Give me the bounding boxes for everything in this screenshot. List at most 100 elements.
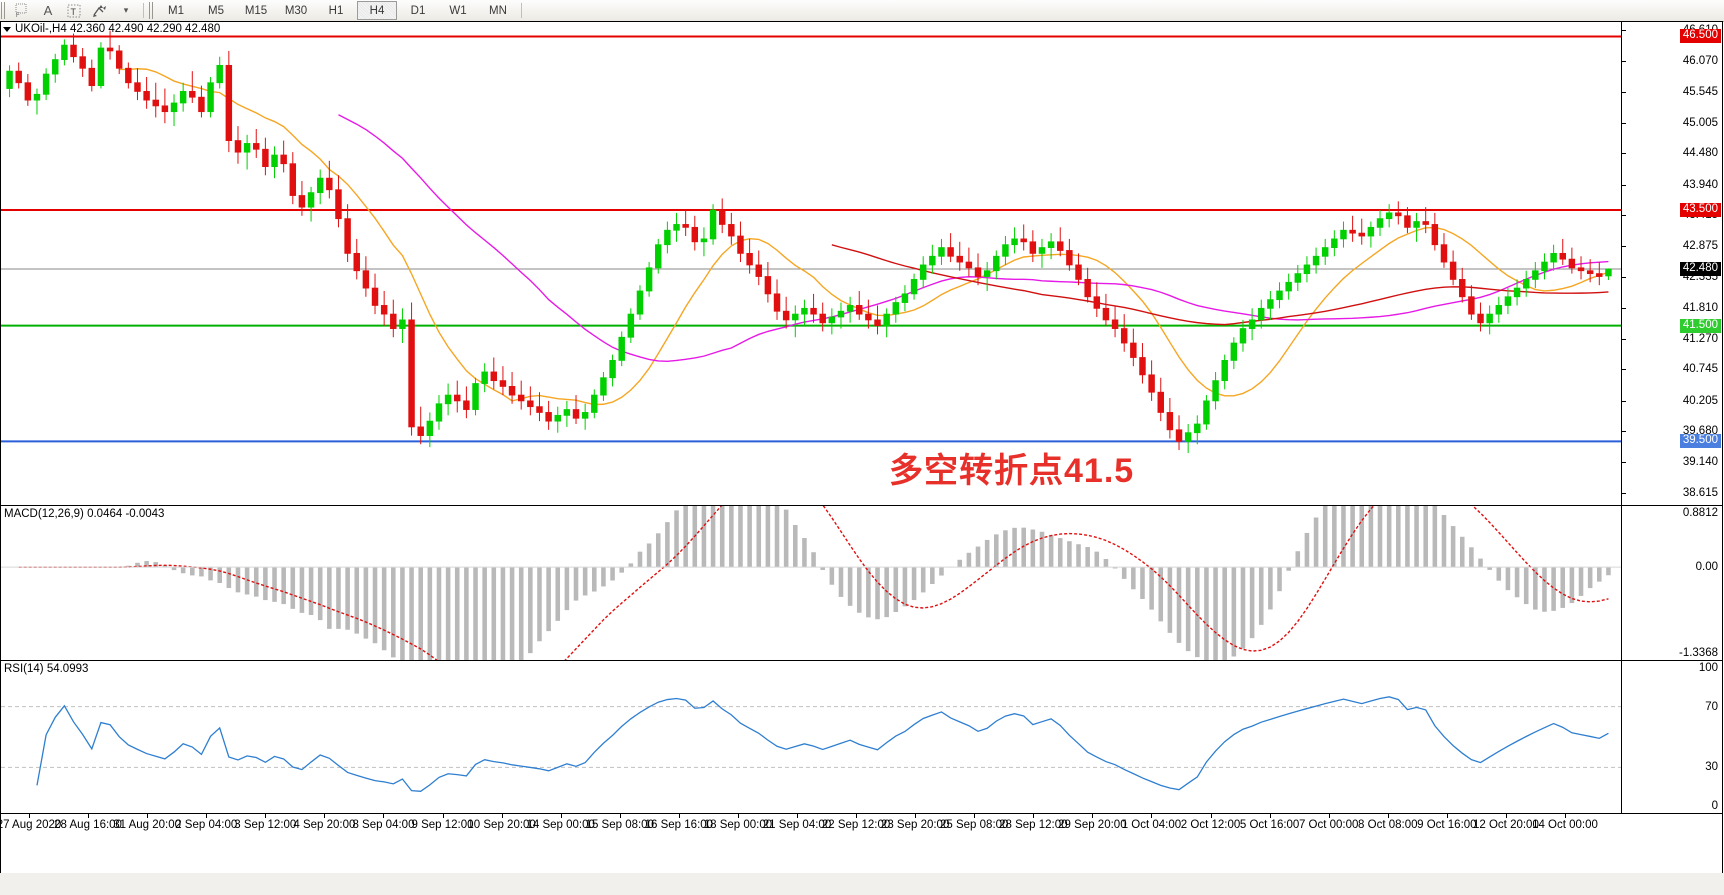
timeframe-m15[interactable]: M15 xyxy=(244,4,268,17)
floor-tag-39500[interactable]: 39.500 xyxy=(1679,434,1721,449)
macd-y-axis: 0.8812 0.00 -1.3368 xyxy=(1621,506,1722,660)
price-tick xyxy=(1622,91,1626,93)
date-axis-label: 10 Sep 20:00 xyxy=(467,819,536,831)
macd-axis-label: 0.00 xyxy=(1695,561,1718,574)
date-axis-label: 7 Oct 00:00 xyxy=(1298,819,1359,831)
date-axis-label: 5 Oct 16:00 xyxy=(1239,819,1300,831)
resistance-tag-43500[interactable]: 43.500 xyxy=(1679,202,1721,217)
chart-frame: 多空转折点41.5 46.61046.07045.54545.00544.480… xyxy=(0,21,1723,895)
symbol-info-bar: UKOil-,H4 42.360 42.490 42.290 42.480 xyxy=(3,23,220,35)
date-tick xyxy=(383,814,385,818)
date-axis-label: 8 Oct 08:00 xyxy=(1358,819,1418,831)
price-tick xyxy=(1622,462,1626,464)
toolbar-separator-2 xyxy=(521,3,522,18)
price-axis-label: 42.875 xyxy=(1682,240,1718,253)
date-axis-label: 9 Oct 16:00 xyxy=(1417,819,1477,831)
price-tick xyxy=(1622,30,1626,32)
price-y-axis[interactable]: 46.61046.07045.54545.00544.48043.94043.4… xyxy=(1621,22,1722,505)
rsi-y-axis: 100 70 30 0 xyxy=(1621,661,1722,813)
date-axis-label: 1 Oct 04:00 xyxy=(1121,819,1182,831)
date-axis-label: 21 Sep 04:00 xyxy=(762,819,832,831)
timeframe-w1[interactable]: W1 xyxy=(449,4,467,17)
macd-indicator-label: MACD(12,26,9) 0.0464 -0.0043 xyxy=(4,508,165,520)
date-axis-label: 28 Sep 12:00 xyxy=(999,819,1068,831)
date-tick xyxy=(678,814,680,818)
date-axis-label: 14 Oct 00:00 xyxy=(1532,819,1598,831)
price-tick xyxy=(1622,153,1626,155)
collapse-caret-icon[interactable] xyxy=(3,26,11,32)
price-axis-label: 39.680 xyxy=(1682,424,1718,437)
date-tick xyxy=(1446,814,1448,818)
toolbar-grip-2[interactable] xyxy=(149,2,155,19)
date-axis-label: 22 Sep 12:00 xyxy=(821,819,891,831)
timeframe-m1[interactable]: M1 xyxy=(168,4,184,17)
chevron-down-icon[interactable]: ▾ xyxy=(113,1,139,20)
price-axis-label: 40.205 xyxy=(1682,394,1718,407)
date-axis-label: 2 Sep 04:00 xyxy=(175,819,238,831)
price-tick xyxy=(1622,214,1626,216)
date-axis-label: 27 Aug 2020 xyxy=(0,819,62,831)
macd-plot-area[interactable] xyxy=(1,506,1621,660)
price-axis-label: 39.140 xyxy=(1682,456,1718,469)
price-tick xyxy=(1622,307,1626,309)
timeframe-h4[interactable]: H4 xyxy=(357,1,397,20)
svg-text:T: T xyxy=(71,7,77,17)
macd-axis-label: -1.3368 xyxy=(1678,647,1718,659)
date-tick xyxy=(324,814,326,818)
objects-icon[interactable] xyxy=(87,1,113,20)
support-tag-41500[interactable]: 41.500 xyxy=(1679,318,1721,333)
timeframe-d1[interactable]: D1 xyxy=(410,4,426,17)
text-label-icon[interactable]: T xyxy=(61,1,87,20)
price-plot-area[interactable]: 多空转折点41.5 xyxy=(1,22,1621,505)
date-tick xyxy=(1565,814,1566,818)
rsi-plot-area[interactable] xyxy=(1,661,1621,813)
price-axis-label: 38.615 xyxy=(1682,486,1718,499)
current-price-tag[interactable]: 42.480 xyxy=(1679,261,1721,276)
price-axis-label: 44.480 xyxy=(1682,147,1718,160)
date-axis-label: 31 Aug 20:00 xyxy=(113,819,182,831)
crosshair-icon[interactable]: F xyxy=(9,1,35,20)
toolbar-grip-1[interactable] xyxy=(1,2,7,19)
price-tick xyxy=(1622,430,1626,432)
price-tick xyxy=(1622,277,1626,279)
price-axis-label: 45.005 xyxy=(1682,116,1718,129)
macd-axis-label: 0.8812 xyxy=(1682,507,1718,519)
date-tick xyxy=(88,814,90,818)
date-axis-label: 2 Oct 12:00 xyxy=(1180,819,1241,831)
resistance-tag-46500[interactable]: 46.500 xyxy=(1679,29,1721,44)
date-tick xyxy=(1269,814,1271,818)
timeframe-h1[interactable]: H1 xyxy=(328,4,344,17)
timeframe-mn[interactable]: MN xyxy=(489,4,507,17)
date-tick xyxy=(265,814,267,818)
date-tick xyxy=(1210,814,1212,818)
rsi-indicator-label: RSI(14) 54.0993 xyxy=(4,663,89,675)
macd-pane[interactable]: 0.8812 0.00 -1.3368 MACD(12,26,9) 0.0464 -… xyxy=(1,506,1722,661)
text-tool-icon[interactable]: A xyxy=(35,1,61,20)
price-axis-label: 41.810 xyxy=(1682,301,1718,314)
date-axis-label: 23 Sep 20:00 xyxy=(880,819,950,831)
date-axis-label: 3 Sep 12:00 xyxy=(234,819,297,831)
price-axis-label: 45.545 xyxy=(1682,85,1718,98)
date-tick xyxy=(1092,814,1094,818)
price-pane[interactable]: 多空转折点41.5 46.61046.07045.54545.00544.480… xyxy=(1,22,1722,506)
date-axis-label: 18 Sep 00:00 xyxy=(703,819,773,831)
price-tick xyxy=(1622,122,1626,124)
date-axis-label: 12 Oct 20:00 xyxy=(1472,819,1539,831)
date-axis[interactable]: 27 Aug 2020 28 Aug 16:00 31 Aug 20:00 2 Sep… xyxy=(0,814,1722,842)
rsi-pane[interactable]: 100 70 30 0 RSI(14) 54.0993 xyxy=(1,661,1722,814)
macd-chart-svg xyxy=(1,506,1621,660)
price-tick xyxy=(1622,246,1626,248)
date-tick xyxy=(1387,814,1389,818)
rsi-axis-label: 30 xyxy=(1705,761,1718,774)
date-tick xyxy=(206,814,208,818)
timeframe-m30[interactable]: M30 xyxy=(284,4,308,17)
price-tick xyxy=(1622,492,1626,494)
symbol-ohlc-text: UKOil-,H4 42.360 42.490 42.290 42.480 xyxy=(15,23,221,35)
horizontal-scrollbar[interactable] xyxy=(0,873,1724,895)
date-axis-label: 15 Sep 08:00 xyxy=(585,819,654,831)
timeframe-m5[interactable]: M5 xyxy=(208,4,224,17)
date-tick xyxy=(501,814,503,818)
date-tick xyxy=(619,814,621,818)
price-axis-label: 46.070 xyxy=(1682,55,1718,68)
date-tick xyxy=(1033,814,1035,818)
